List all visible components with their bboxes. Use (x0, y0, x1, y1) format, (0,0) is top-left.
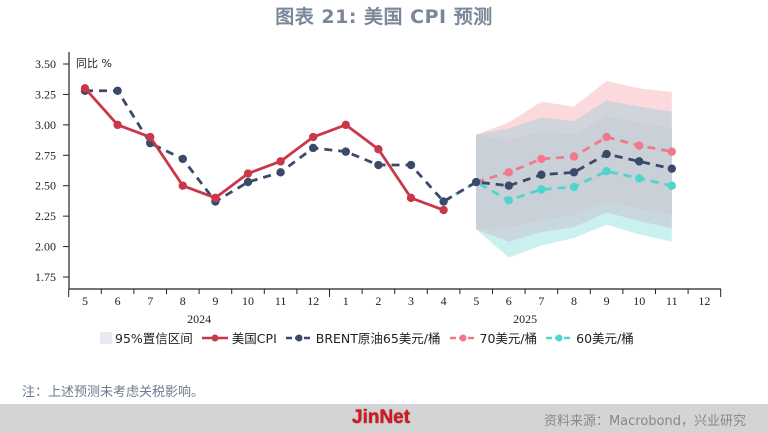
x-tick-label: 8 (571, 294, 577, 308)
legend-item: 美国CPI (201, 328, 277, 347)
footnote: 注：上述预测未考虑关税影响。 (22, 385, 205, 400)
series-2 (472, 132, 676, 187)
x-tick-label: 3 (408, 294, 414, 308)
y-tick-label: 2.50 (35, 179, 56, 193)
chart-title: 图表 21: 美国 CPI 预测 (275, 6, 493, 28)
x-tick-label: 4 (441, 294, 447, 308)
x-tick-label: 9 (212, 294, 218, 308)
x-tick-label: 6 (115, 294, 121, 308)
y-axis-label: 同比 % (76, 57, 112, 70)
x-tick-label: 2 (375, 294, 381, 308)
legend-item: 95%置信区间 (100, 328, 193, 347)
x-tick-label: 9 (604, 294, 610, 308)
x-tick-label: 10 (633, 294, 645, 308)
y-tick-label: 2.25 (35, 209, 56, 223)
legend-item: BRENT原油65美元/桶 (285, 328, 441, 347)
legend-item: 70美元/桶 (449, 328, 538, 347)
y-tick-label: 3.25 (35, 87, 56, 101)
legend-swatch (546, 334, 573, 341)
legend-label: 70美元/桶 (479, 331, 538, 346)
x-tick-label: 12 (307, 294, 319, 308)
cpi-forecast-chart: 3.50 3.25 3.00 2.75 2.50 2.25 2.00 1.75 同比 % 5 6 7 8… (35, 52, 722, 326)
x-tick-label: 5 (82, 294, 88, 308)
series-0 (80, 84, 448, 215)
series-1 (80, 86, 676, 206)
legend-swatch (449, 334, 476, 341)
y-tick-label: 1.75 (35, 270, 56, 284)
x-tick-label: 1 (343, 294, 349, 308)
x-tick-label: 10 (242, 294, 254, 308)
x-tick-label: 11 (275, 294, 287, 308)
x-tick-label: 8 (180, 294, 186, 308)
legend-item: 60美元/桶 (545, 328, 634, 347)
y-tick-label: 2.75 (35, 148, 56, 162)
footer-bar: JinNet 资料来源：Macrobond，兴业研究 (0, 404, 768, 433)
x-tick-label: 5 (473, 294, 479, 308)
y-tick-label: 3.00 (35, 118, 56, 132)
chart-legend: 95%置信区间 美国CPI BRENT原油65美元/桶 70美元/桶 60美元/桶 (100, 328, 634, 347)
legend-swatch (100, 331, 112, 344)
legend-label: 美国CPI (231, 331, 277, 346)
legend-swatch (285, 334, 312, 341)
x-tick-label: 12 (698, 294, 710, 308)
x-tick-label: 6 (506, 294, 512, 308)
x-year-label: 2025 (513, 312, 537, 326)
y-tick-label: 3.50 (35, 57, 56, 71)
legend-label: BRENT原油65美元/桶 (315, 331, 441, 346)
source-text: 资料来源：Macrobond，兴业研究 (543, 414, 746, 429)
legend-swatch (201, 334, 228, 341)
x-tick-label: 7 (147, 294, 153, 308)
legend-label: 60美元/桶 (576, 331, 634, 346)
y-tick-label: 2.00 (35, 240, 56, 254)
x-year-label: 2024 (187, 312, 211, 326)
legend-label: 95%置信区间 (115, 331, 193, 346)
brand-logo: JinNet (352, 407, 411, 428)
x-tick-label: 7 (538, 294, 544, 308)
x-tick-label: 11 (666, 294, 678, 308)
